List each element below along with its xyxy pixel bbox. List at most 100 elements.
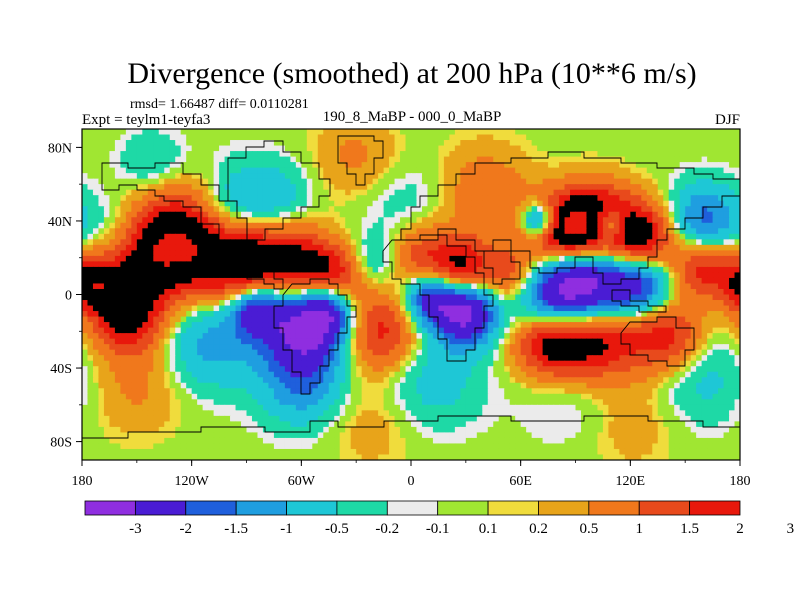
field-cell [383, 288, 390, 296]
field-cell [591, 200, 599, 207]
field-cell [635, 344, 642, 351]
field-cell [92, 277, 100, 285]
field-cell [295, 344, 302, 351]
field-cell [674, 244, 681, 251]
field-cell [493, 288, 500, 296]
field-cell [92, 288, 100, 296]
field-cell [729, 255, 736, 262]
field-cell [306, 316, 313, 323]
field-cell [158, 134, 165, 141]
field-cell [164, 250, 171, 257]
field-cell [421, 239, 429, 246]
field-cell [531, 333, 538, 340]
field-cell [476, 184, 483, 191]
field-cell [608, 178, 615, 185]
field-cell [317, 129, 324, 136]
field-cell [421, 173, 429, 180]
field-cell [553, 344, 560, 351]
field-cell [120, 211, 127, 218]
field-cell [619, 167, 626, 174]
field-cell [153, 178, 160, 185]
field-cell [416, 178, 423, 185]
field-cell [389, 217, 396, 224]
field-cell [131, 327, 138, 334]
field-cell [520, 211, 527, 218]
field-cell [487, 184, 494, 191]
field-cell [679, 250, 686, 257]
field-cell [707, 261, 714, 268]
field-cell [635, 288, 642, 296]
field-cell [92, 162, 100, 169]
field-cell [301, 151, 308, 158]
field-cell [624, 266, 631, 274]
field-cell [219, 200, 226, 207]
field-cell [317, 322, 324, 329]
field-cell [290, 140, 297, 147]
field-cell [306, 333, 313, 340]
field-cell [432, 129, 440, 136]
field-cell [241, 349, 248, 356]
field-cell [230, 327, 237, 334]
field-cell [668, 151, 675, 158]
field-cell [630, 349, 637, 356]
field-cell [98, 333, 105, 340]
field-cell [657, 327, 664, 334]
field-cell [438, 184, 445, 191]
field-cell [487, 344, 494, 351]
field-cell [482, 145, 489, 152]
field-cell [641, 162, 648, 169]
field-cell [257, 327, 264, 334]
field-cell [273, 316, 280, 323]
field-cell [597, 316, 604, 323]
field-cell [526, 305, 533, 312]
field-cell [136, 184, 143, 191]
field-cell [685, 228, 692, 235]
field-cell [147, 250, 154, 257]
field-cell [504, 217, 511, 224]
field-cell [624, 244, 631, 251]
field-cell [367, 250, 374, 257]
field-cell [383, 244, 390, 251]
field-cell [630, 200, 637, 207]
field-cell [82, 129, 89, 136]
field-cell [328, 145, 335, 152]
field-cell [487, 233, 494, 240]
field-cell [361, 349, 368, 356]
field-cell [158, 217, 165, 224]
field-cell [361, 156, 368, 163]
field-cell [367, 217, 374, 224]
field-cell [646, 167, 653, 174]
field-cell [334, 250, 341, 257]
field-cell [575, 288, 582, 296]
field-cell [180, 200, 187, 207]
field-cell [624, 300, 631, 307]
field-cell [268, 140, 275, 147]
field-cell [712, 244, 719, 251]
field-cell [696, 200, 703, 207]
field-cell [690, 233, 697, 240]
field-cell [641, 145, 648, 152]
field-cell [98, 184, 105, 191]
field-cell [443, 311, 450, 318]
field-cell [213, 184, 220, 191]
field-cell [191, 333, 198, 340]
field-cell [570, 140, 577, 147]
field-cell [509, 206, 516, 213]
field-cell [213, 283, 220, 290]
field-cell [548, 333, 555, 340]
field-cell [729, 244, 736, 251]
field-cell [175, 272, 182, 279]
field-cell [729, 162, 736, 169]
field-cell [186, 272, 193, 279]
field-cell [339, 195, 346, 202]
field-cell [103, 255, 111, 262]
field-cell [136, 211, 143, 218]
field-cell [306, 217, 313, 224]
field-cell [707, 277, 714, 285]
field-cell [197, 200, 204, 207]
field-cell [591, 184, 599, 191]
field-cell [580, 211, 588, 218]
field-cell [131, 206, 138, 213]
field-cell [471, 206, 478, 213]
field-cell [328, 250, 335, 257]
